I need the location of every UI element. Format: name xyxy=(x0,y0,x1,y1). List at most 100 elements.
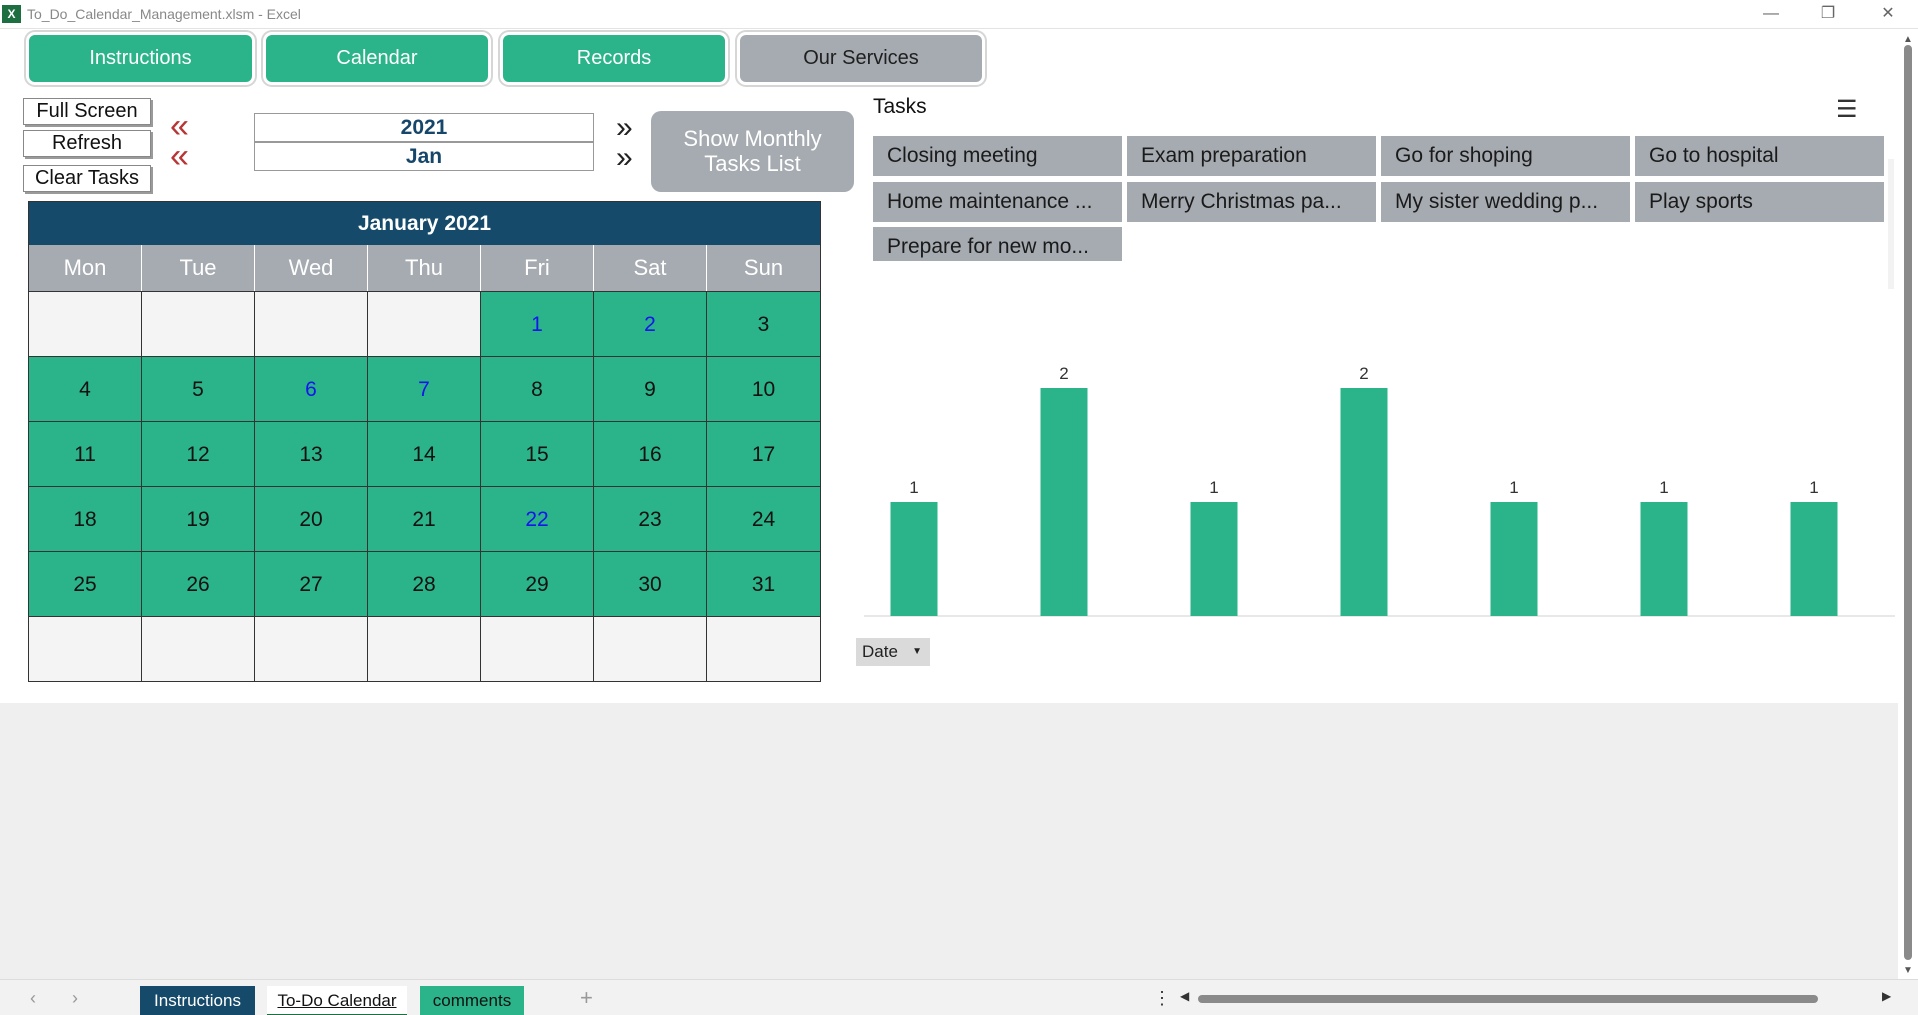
window-title: To_Do_Calendar_Management.xlsm - Excel xyxy=(27,6,301,22)
minimize-button[interactable]: — xyxy=(1763,5,1779,22)
restore-button[interactable]: ❐ xyxy=(1820,5,1836,22)
calendar-day-11[interactable]: 11 xyxy=(29,421,142,486)
calendar-day-27[interactable]: 27 xyxy=(255,551,368,616)
weekday-wed: Wed xyxy=(255,245,368,291)
title-bar: X To_Do_Calendar_Management.xlsm - Excel… xyxy=(0,0,1918,29)
sheet-tab-instructions[interactable]: Instructions xyxy=(140,986,255,1015)
bar-data-label: 1 xyxy=(1209,478,1218,497)
calendar-empty-cell xyxy=(29,291,142,356)
calendar-title: January 2021 xyxy=(29,202,820,245)
task-slicer-item[interactable]: Go for shoping xyxy=(1381,136,1630,176)
chart-bar xyxy=(1490,502,1538,616)
calendar-day-14[interactable]: 14 xyxy=(368,421,481,486)
bar-data-label: 1 xyxy=(1509,478,1518,497)
vertical-scroll-thumb[interactable] xyxy=(1904,45,1912,960)
calendar-empty-cell xyxy=(368,616,481,681)
calendar-empty-cell xyxy=(707,616,820,681)
chart-bar xyxy=(1040,388,1088,616)
task-slicer-item[interactable]: Play sports xyxy=(1635,182,1884,222)
calendar-day-16[interactable]: 16 xyxy=(594,421,707,486)
prev-month-button[interactable]: « xyxy=(170,137,189,175)
show-monthly-label-1: Show Monthly xyxy=(683,126,822,151)
task-slicer-item[interactable]: Exam preparation xyxy=(1127,136,1376,176)
calendar-day-6[interactable]: 6 xyxy=(255,356,368,421)
calendar-day-10[interactable]: 10 xyxy=(707,356,820,421)
tasks-slicer-title: Tasks xyxy=(873,95,927,118)
full-screen-button[interactable]: Full Screen xyxy=(23,98,151,125)
sheet-tab-to-do-calendar[interactable]: To-Do Calendar xyxy=(267,986,407,1015)
prev-sheet-icon[interactable]: ‹ xyxy=(30,988,36,1008)
show-monthly-tasks-button[interactable]: Show Monthly Tasks List xyxy=(651,111,854,192)
scroll-up-icon[interactable]: ▲ xyxy=(1903,34,1913,45)
calendar-day-20[interactable]: 20 xyxy=(255,486,368,551)
task-slicer-item[interactable]: My sister wedding p... xyxy=(1381,182,1630,222)
show-monthly-label-2: Tasks List xyxy=(704,151,801,176)
calendar-day-17[interactable]: 17 xyxy=(707,421,820,486)
calendar-day-3[interactable]: 3 xyxy=(707,291,820,356)
calendar-day-12[interactable]: 12 xyxy=(142,421,255,486)
instructions-nav-button[interactable]: Instructions xyxy=(29,35,252,82)
weekday-mon: Mon xyxy=(29,245,142,291)
calendar-day-5[interactable]: 5 xyxy=(142,356,255,421)
calendar-day-13[interactable]: 13 xyxy=(255,421,368,486)
calendar-day-25[interactable]: 25 xyxy=(29,551,142,616)
calendar-day-21[interactable]: 21 xyxy=(368,486,481,551)
calendar-day-1[interactable]: 1 xyxy=(481,291,594,356)
scroll-left-icon[interactable]: ◀ xyxy=(1180,989,1190,1003)
date-filter-button[interactable]: Date ▼ xyxy=(856,638,930,666)
tasks-per-date-chart: 11/1/202121/2/202111/6/202121/7/202111/2… xyxy=(864,364,1895,617)
slicer-scrollbar[interactable] xyxy=(1888,159,1894,289)
scroll-down-icon[interactable]: ▼ xyxy=(1903,965,1913,976)
task-slicer-item[interactable]: Prepare for new mo... xyxy=(873,227,1122,261)
calendar-day-4[interactable]: 4 xyxy=(29,356,142,421)
calendar-day-18[interactable]: 18 xyxy=(29,486,142,551)
our-services-nav-button[interactable]: Our Services xyxy=(740,35,982,82)
calendar-day-31[interactable]: 31 xyxy=(707,551,820,616)
horizontal-scroll-thumb[interactable] xyxy=(1198,995,1818,1003)
add-sheet-button[interactable]: + xyxy=(580,985,593,1010)
calendar-day-29[interactable]: 29 xyxy=(481,551,594,616)
calendar-empty-cell xyxy=(255,616,368,681)
vertical-scrollbar[interactable]: ▲ ▼ xyxy=(1898,29,1918,979)
bar-data-label: 2 xyxy=(1059,364,1068,383)
task-slicer-item[interactable]: Home maintenance ... xyxy=(873,182,1122,222)
close-button[interactable]: ✕ xyxy=(1881,5,1895,22)
year-field[interactable]: 2021 xyxy=(254,113,594,142)
weekday-tue: Tue xyxy=(142,245,255,291)
calendar-empty-cell xyxy=(29,616,142,681)
calendar-day-19[interactable]: 19 xyxy=(142,486,255,551)
calendar-day-9[interactable]: 9 xyxy=(594,356,707,421)
multi-select-icon[interactable]: ☰ xyxy=(1836,96,1858,123)
chart-bar xyxy=(1340,388,1388,616)
refresh-button[interactable]: Refresh xyxy=(23,130,151,157)
sheet-tab-comments[interactable]: comments xyxy=(420,986,524,1015)
next-year-button[interactable]: » xyxy=(616,111,633,144)
sheet-options-icon[interactable]: ⋮ xyxy=(1153,988,1171,1008)
task-slicer-item[interactable]: Merry Christmas pa... xyxy=(1127,182,1376,222)
weekday-sun: Sun xyxy=(743,255,784,280)
bar-data-label: 1 xyxy=(1809,478,1818,497)
calendar-day-8[interactable]: 8 xyxy=(481,356,594,421)
calendar-day-15[interactable]: 15 xyxy=(481,421,594,486)
calendar-day-24[interactable]: 24 xyxy=(707,486,820,551)
next-sheet-icon[interactable]: › xyxy=(72,988,78,1008)
calendar-day-7[interactable]: 7 xyxy=(368,356,481,421)
calendar-day-23[interactable]: 23 xyxy=(594,486,707,551)
task-slicer-item[interactable]: Closing meeting xyxy=(873,136,1122,176)
task-slicer-item[interactable]: Go to hospital xyxy=(1635,136,1884,176)
calendar-empty-cell xyxy=(368,291,481,356)
calendar-day-2[interactable]: 2 xyxy=(594,291,707,356)
calendar-day-26[interactable]: 26 xyxy=(142,551,255,616)
records-nav-button[interactable]: Records xyxy=(503,35,725,82)
next-month-button[interactable]: » xyxy=(616,141,633,174)
calendar-empty-cell xyxy=(594,616,707,681)
prev-year-button[interactable]: « xyxy=(170,107,189,145)
calendar-day-30[interactable]: 30 xyxy=(594,551,707,616)
clear-tasks-button[interactable]: Clear Tasks xyxy=(23,165,151,192)
weekday-thu: Thu xyxy=(368,245,481,291)
month-field[interactable]: Jan xyxy=(254,142,594,171)
calendar-day-22[interactable]: 22 xyxy=(481,486,594,551)
calendar-day-28[interactable]: 28 xyxy=(368,551,481,616)
calendar-nav-button[interactable]: Calendar xyxy=(266,35,488,82)
scroll-right-icon[interactable]: ▶ xyxy=(1882,989,1892,1003)
